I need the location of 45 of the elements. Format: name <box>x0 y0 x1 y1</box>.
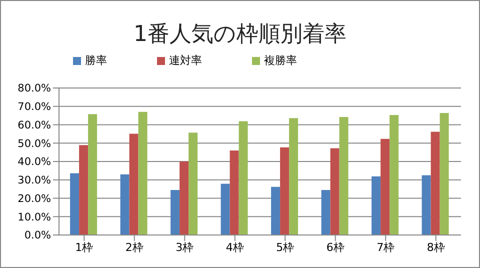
bar <box>138 112 148 235</box>
bar <box>289 118 298 235</box>
bar <box>321 190 330 235</box>
x-tick-label: 1枠 <box>75 240 94 254</box>
bar <box>79 145 88 235</box>
bar <box>271 186 280 235</box>
y-tick-label: 30.0% <box>18 174 52 187</box>
y-tick-label: 80.0% <box>18 82 52 95</box>
x-tick-label: 7枠 <box>376 240 395 254</box>
legend-label: 連対率 <box>169 54 202 67</box>
legend-label: 勝率 <box>85 54 107 67</box>
y-tick-label: 20.0% <box>18 192 52 205</box>
bar <box>380 138 390 235</box>
bar <box>70 173 80 235</box>
x-tick-label: 6枠 <box>326 240 344 254</box>
x-tick-label: 4枠 <box>226 240 244 254</box>
legend-label: 複勝率 <box>264 54 297 67</box>
chart-title: 1番人気の枠順別着率 <box>132 21 348 49</box>
bar <box>230 150 239 235</box>
bar <box>339 117 348 235</box>
y-tick-label: 50.0% <box>18 138 52 150</box>
bar <box>430 132 440 235</box>
y-tick-label: 0.0% <box>24 230 52 242</box>
bar <box>280 147 290 235</box>
x-tick-label: 8枠 <box>426 240 445 254</box>
bar <box>188 132 198 235</box>
bar <box>120 174 130 235</box>
bar <box>238 121 248 235</box>
bar <box>390 115 399 235</box>
y-tick-label: 60.0% <box>18 119 52 132</box>
bar <box>440 112 449 235</box>
y-tick-label: 10.0% <box>18 211 52 224</box>
x-tick-label: 3枠 <box>176 240 194 254</box>
bar <box>220 184 230 235</box>
x-tick-label: 5枠 <box>276 240 294 254</box>
bar <box>129 134 138 235</box>
bar <box>422 175 431 235</box>
bar <box>372 176 381 235</box>
bar <box>330 148 340 235</box>
y-tick-label: 70.0% <box>18 101 52 114</box>
bar <box>170 190 180 235</box>
x-tick-label: 2枠 <box>125 240 144 254</box>
y-tick-label: 40.0% <box>18 156 52 168</box>
bar <box>180 162 189 235</box>
bar <box>88 114 98 235</box>
